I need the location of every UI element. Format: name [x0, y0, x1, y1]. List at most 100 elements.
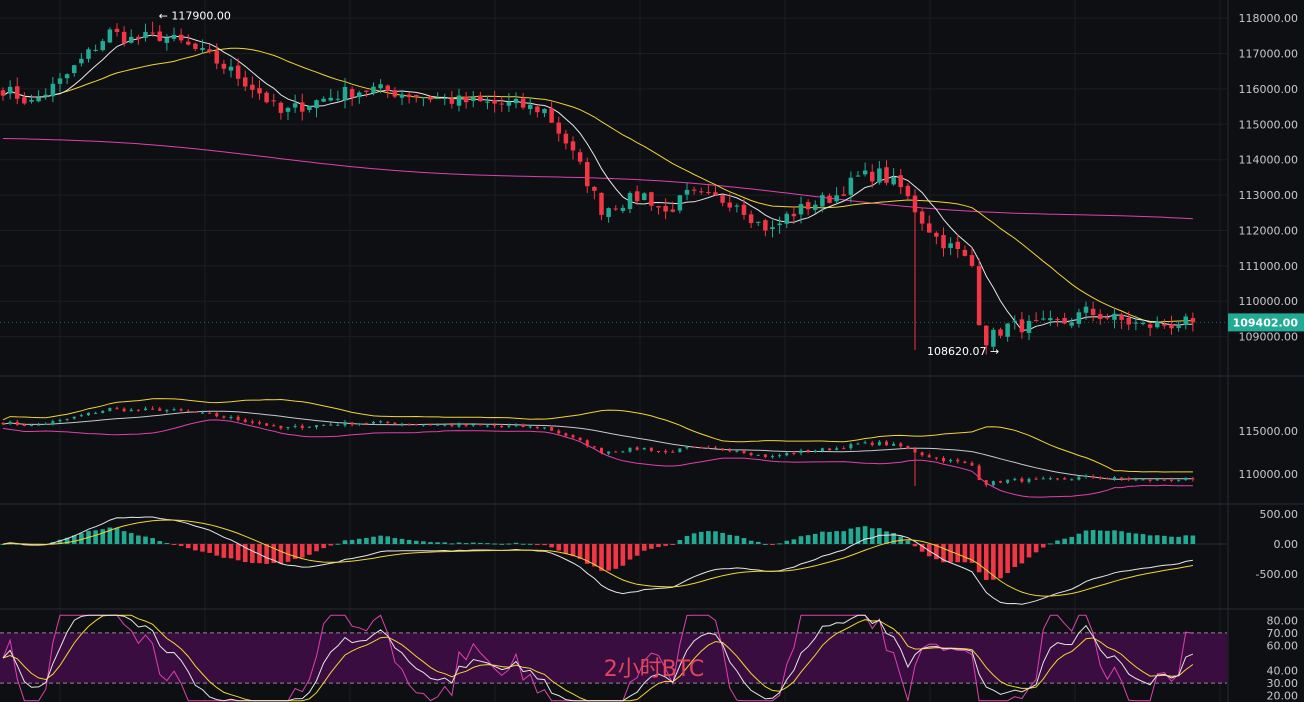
kdj-band	[0, 632, 1227, 684]
mini-candle-body	[372, 421, 375, 424]
macd-bar	[435, 542, 440, 544]
macd-bar	[549, 544, 554, 548]
candle-62	[442, 93, 447, 106]
candle-body	[385, 85, 390, 91]
mini-candle-63	[450, 422, 454, 428]
mini-candle-body	[493, 425, 497, 427]
mini-candle-body	[585, 440, 589, 447]
candle-164	[1169, 315, 1174, 335]
candle-body	[1140, 322, 1146, 324]
candle-41	[292, 94, 298, 113]
mini-candle-body	[1070, 479, 1074, 481]
candle-body	[763, 220, 768, 231]
macd-bar	[1090, 530, 1096, 544]
macd-bar	[877, 528, 882, 544]
candle-159	[1133, 315, 1139, 331]
candle-body	[841, 194, 846, 196]
candle-104	[741, 198, 747, 220]
macd-bar	[250, 544, 255, 563]
candle-74	[528, 97, 533, 115]
mini-candle-86	[614, 450, 618, 453]
macd-bar	[891, 533, 896, 544]
mini-candle-body	[806, 450, 810, 452]
mini-candle-54	[386, 421, 390, 425]
mini-candle-body	[329, 424, 333, 426]
macd-bar	[1183, 535, 1189, 544]
candle-body	[642, 193, 647, 201]
candle-body	[193, 43, 198, 49]
macd-bar	[577, 544, 583, 559]
macd-bar	[912, 544, 918, 547]
candle-145	[1033, 312, 1039, 322]
candle-body	[684, 189, 690, 195]
mini-candle-body	[1162, 479, 1166, 481]
candle-body	[713, 192, 718, 196]
price-axis[interactable]: 118000.00 117000.00 116000.00 115000.00 1140…	[0, 12, 1304, 702]
mini-candle-62	[443, 423, 447, 427]
mini-candle-body	[386, 421, 390, 423]
mini-candle-124	[885, 439, 888, 446]
mini-candle-73	[521, 423, 525, 428]
candle-67	[478, 91, 483, 102]
candle-132	[941, 227, 946, 257]
candle-body	[492, 99, 497, 104]
candle-100	[713, 184, 718, 196]
candle-166	[1183, 313, 1188, 330]
mini-candle-105	[749, 452, 753, 457]
mini-candle-132	[942, 456, 945, 464]
macd-bar	[1040, 544, 1046, 548]
mini-candle-36	[258, 420, 261, 426]
mini-candle-body	[471, 424, 475, 426]
mini-candle-5	[37, 422, 41, 426]
candle-body	[171, 34, 177, 39]
candle-body	[456, 95, 462, 106]
mini-candle-31	[222, 415, 226, 419]
candle-148	[1055, 317, 1060, 327]
mini-candle-body	[649, 447, 653, 451]
mini-candle-104	[742, 449, 746, 455]
candle-body	[948, 243, 953, 249]
mini-candle-150	[1070, 478, 1074, 481]
candle-body	[984, 325, 989, 346]
macd-bar	[784, 540, 790, 544]
macd-bar	[805, 535, 811, 544]
mini-candle-65	[464, 423, 468, 428]
macd-bar	[71, 535, 77, 544]
mini-candle-body	[671, 451, 675, 453]
macd-bar	[998, 544, 1003, 579]
candle-14	[100, 38, 105, 52]
candle-39	[278, 101, 284, 120]
mini-candle-162	[1155, 477, 1159, 481]
candle-body	[50, 83, 56, 97]
mini-candle-4	[30, 423, 33, 427]
candle-body	[435, 98, 440, 100]
candle-body	[699, 191, 704, 193]
candle-53	[378, 79, 383, 94]
candle-95	[677, 194, 683, 214]
mini-candle-body	[1006, 479, 1010, 483]
candle-body	[777, 223, 782, 226]
mini-candle-body	[1127, 478, 1131, 480]
candle-body	[834, 195, 839, 202]
mini-candle-159	[1134, 477, 1138, 482]
mini-candle-1	[8, 420, 12, 426]
candle-body	[1169, 324, 1174, 329]
mini-candle-body	[322, 424, 326, 426]
candle-body	[791, 213, 797, 217]
candle-body	[1033, 320, 1039, 322]
candle-body	[107, 29, 113, 43]
candle-165	[1176, 320, 1181, 332]
mini-candle-body	[835, 448, 839, 450]
mini-candle-143	[1020, 476, 1024, 484]
mini-candle-body	[870, 442, 874, 445]
macd-bar	[257, 544, 262, 564]
candle-body	[991, 329, 996, 347]
mini-candle-body	[991, 481, 995, 486]
candle-body	[535, 106, 540, 113]
mini-candle-body	[913, 448, 917, 453]
mini-candle-116	[828, 447, 831, 451]
mini-candle-body	[749, 453, 753, 456]
mini-candle-148	[1056, 478, 1059, 481]
mini-candle-body	[236, 416, 240, 420]
mini-candle-77	[550, 425, 554, 431]
